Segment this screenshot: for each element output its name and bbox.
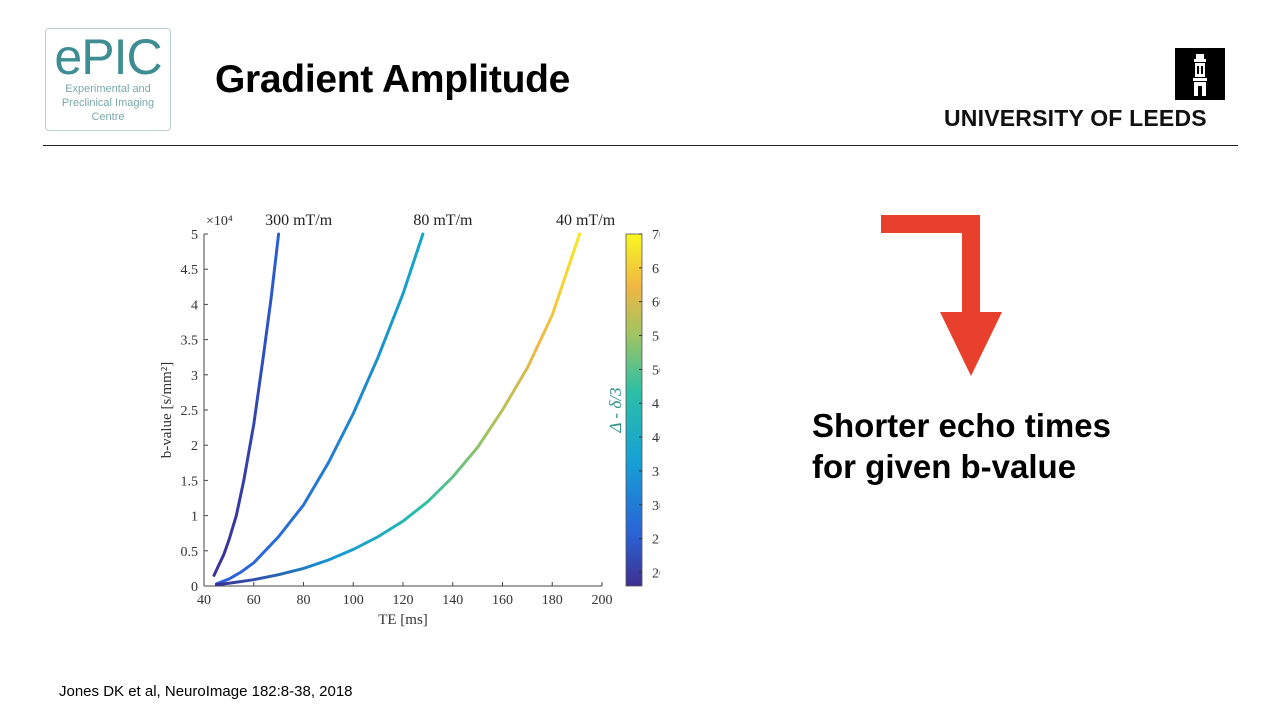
series-line-0 (212, 232, 281, 577)
university-name: UNIVERSITY OF LEEDS (944, 105, 1207, 131)
colorbar-tick-label: 70 (652, 228, 660, 243)
x-tick-label: 80 (297, 593, 311, 608)
x-tick-label: 40 (197, 593, 211, 608)
y-tick-label: 1 (191, 510, 198, 525)
x-tick-label: 180 (542, 593, 563, 608)
slide-title: Gradient Amplitude (215, 58, 571, 101)
colorbar-tick-label: 45 (652, 397, 660, 412)
series-line-2 (214, 232, 582, 587)
y-tick-label: 1.5 (181, 474, 199, 489)
header-divider (43, 145, 1238, 146)
epic-logo: ePIC Experimental and Preclinical Imagin… (45, 28, 171, 131)
x-tick-label: 140 (442, 593, 463, 608)
series-label-1: 80 mT/m (413, 212, 473, 229)
x-axis-label: TE [ms] (378, 612, 428, 628)
x-tick-label: 60 (247, 593, 261, 608)
y-tick-label: 3 (191, 369, 198, 384)
callout-line-1: Shorter echo times (812, 407, 1111, 444)
colorbar-label: Δ - δ/3 (606, 388, 625, 434)
y-tick-label: 2 (191, 439, 198, 454)
callout-line-2: for given b-value (812, 448, 1077, 485)
y-tick-label: 4.5 (181, 263, 199, 278)
colorbar-tick-label: 65 (652, 262, 660, 277)
series-label-0: 300 mT/m (265, 212, 333, 229)
colorbar-tick-label: 30 (652, 499, 660, 514)
x-tick-label: 200 (592, 593, 613, 608)
epic-logo-sub-2: Preclinical Imaging (61, 97, 155, 109)
series-line-1 (214, 232, 425, 586)
y-axis-label: b-value [s/mm²] (159, 362, 175, 459)
colorbar-tick-label: 20 (652, 566, 660, 581)
y-tick-label: 3.5 (181, 334, 199, 349)
epic-logo-main: ePIC (54, 29, 162, 85)
series-label-2: 40 mT/m (556, 212, 616, 229)
y-tick-label: 5 (191, 228, 198, 243)
colorbar-tick-label: 40 (652, 431, 660, 446)
epic-logo-sub-1: Experimental and (65, 83, 151, 95)
colorbar-tick-label: 50 (652, 363, 660, 378)
y-multiplier-label: ×10⁴ (206, 214, 233, 229)
citation: Jones DK et al, NeuroImage 182:8-38, 201… (59, 683, 353, 700)
y-tick-label: 4 (191, 298, 198, 313)
colorbar-tick-label: 25 (652, 533, 660, 548)
colorbar-tick-label: 35 (652, 465, 660, 480)
down-arrow-icon (881, 215, 1002, 376)
epic-logo-sub-3: Centre (91, 111, 125, 123)
b-value-chart: 40 60 80 100 120 140 160 180 200 0 0.5 1 1.5 2 2.5 3 3.5… (159, 212, 660, 628)
colorbar-tick-label: 60 (652, 296, 660, 311)
colorbar (625, 233, 643, 587)
y-tick-label: 0.5 (181, 545, 199, 560)
x-tick-label: 160 (492, 593, 513, 608)
x-tick-label: 100 (343, 593, 364, 608)
y-tick-label: 0 (191, 580, 198, 595)
colorbar-tick-label: 55 (652, 330, 660, 345)
y-tick-label: 2.5 (181, 404, 199, 419)
x-tick-label: 120 (393, 593, 414, 608)
leeds-crest-icon (1175, 48, 1225, 100)
callout-text: Shorter echo times for given b-value (812, 405, 1111, 487)
